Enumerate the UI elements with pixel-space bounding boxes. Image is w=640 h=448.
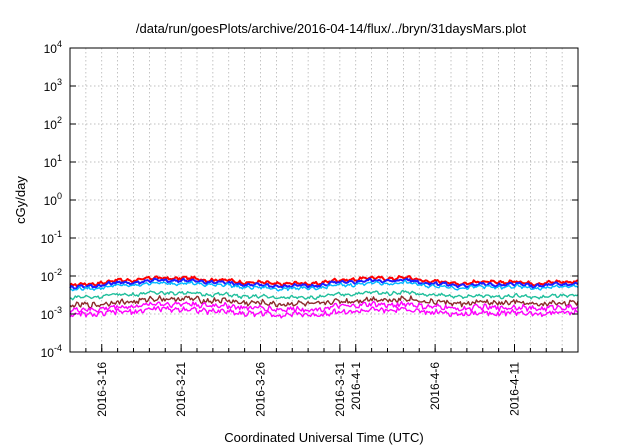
series-line (69, 279, 579, 292)
series-line (69, 300, 579, 315)
series-line (69, 289, 579, 301)
series-layer (69, 275, 579, 319)
x-axis-label: Coordinated Universal Time (UTC) (224, 430, 423, 445)
y-tick-label: 10-3 (41, 305, 62, 322)
x-tick-label: 2016-3-21 (174, 362, 188, 417)
x-tick-label: 2016-4-6 (428, 362, 442, 410)
x-tick-label: 2016-4-1 (349, 362, 363, 410)
x-tick-label: 2016-3-31 (333, 362, 347, 417)
y-tick-label: 10-4 (41, 343, 62, 360)
x-tick-labels: 2016-3-16 2016-3-21 2016-3-26 2016-3-31 2016… (95, 362, 522, 417)
series-line (69, 277, 579, 290)
series-line (69, 295, 579, 309)
y-tick-labels: 10-4 10-3 10-2 10-1 100 101 102 103 104 (41, 39, 62, 360)
y-tick-label: 103 (44, 77, 62, 94)
y-tick-label: 101 (44, 153, 62, 170)
y-tick-label: 100 (44, 191, 62, 208)
axis-ticks (70, 47, 578, 353)
x-tick-label: 2016-3-16 (95, 362, 109, 417)
y-tick-label: 102 (44, 115, 62, 132)
y-tick-label: 10-2 (41, 267, 62, 284)
y-tick-label: 104 (44, 39, 62, 56)
y-tick-label: 10-1 (41, 229, 62, 246)
chart-title: /data/run/goesPlots/archive/2016-04-14/f… (136, 21, 527, 36)
y-axis-label: cGy/day (13, 176, 28, 224)
x-tick-label: 2016-4-11 (508, 362, 522, 416)
series-line (69, 305, 579, 319)
series-line (69, 275, 579, 288)
x-tick-label: 2016-3-26 (254, 362, 268, 417)
